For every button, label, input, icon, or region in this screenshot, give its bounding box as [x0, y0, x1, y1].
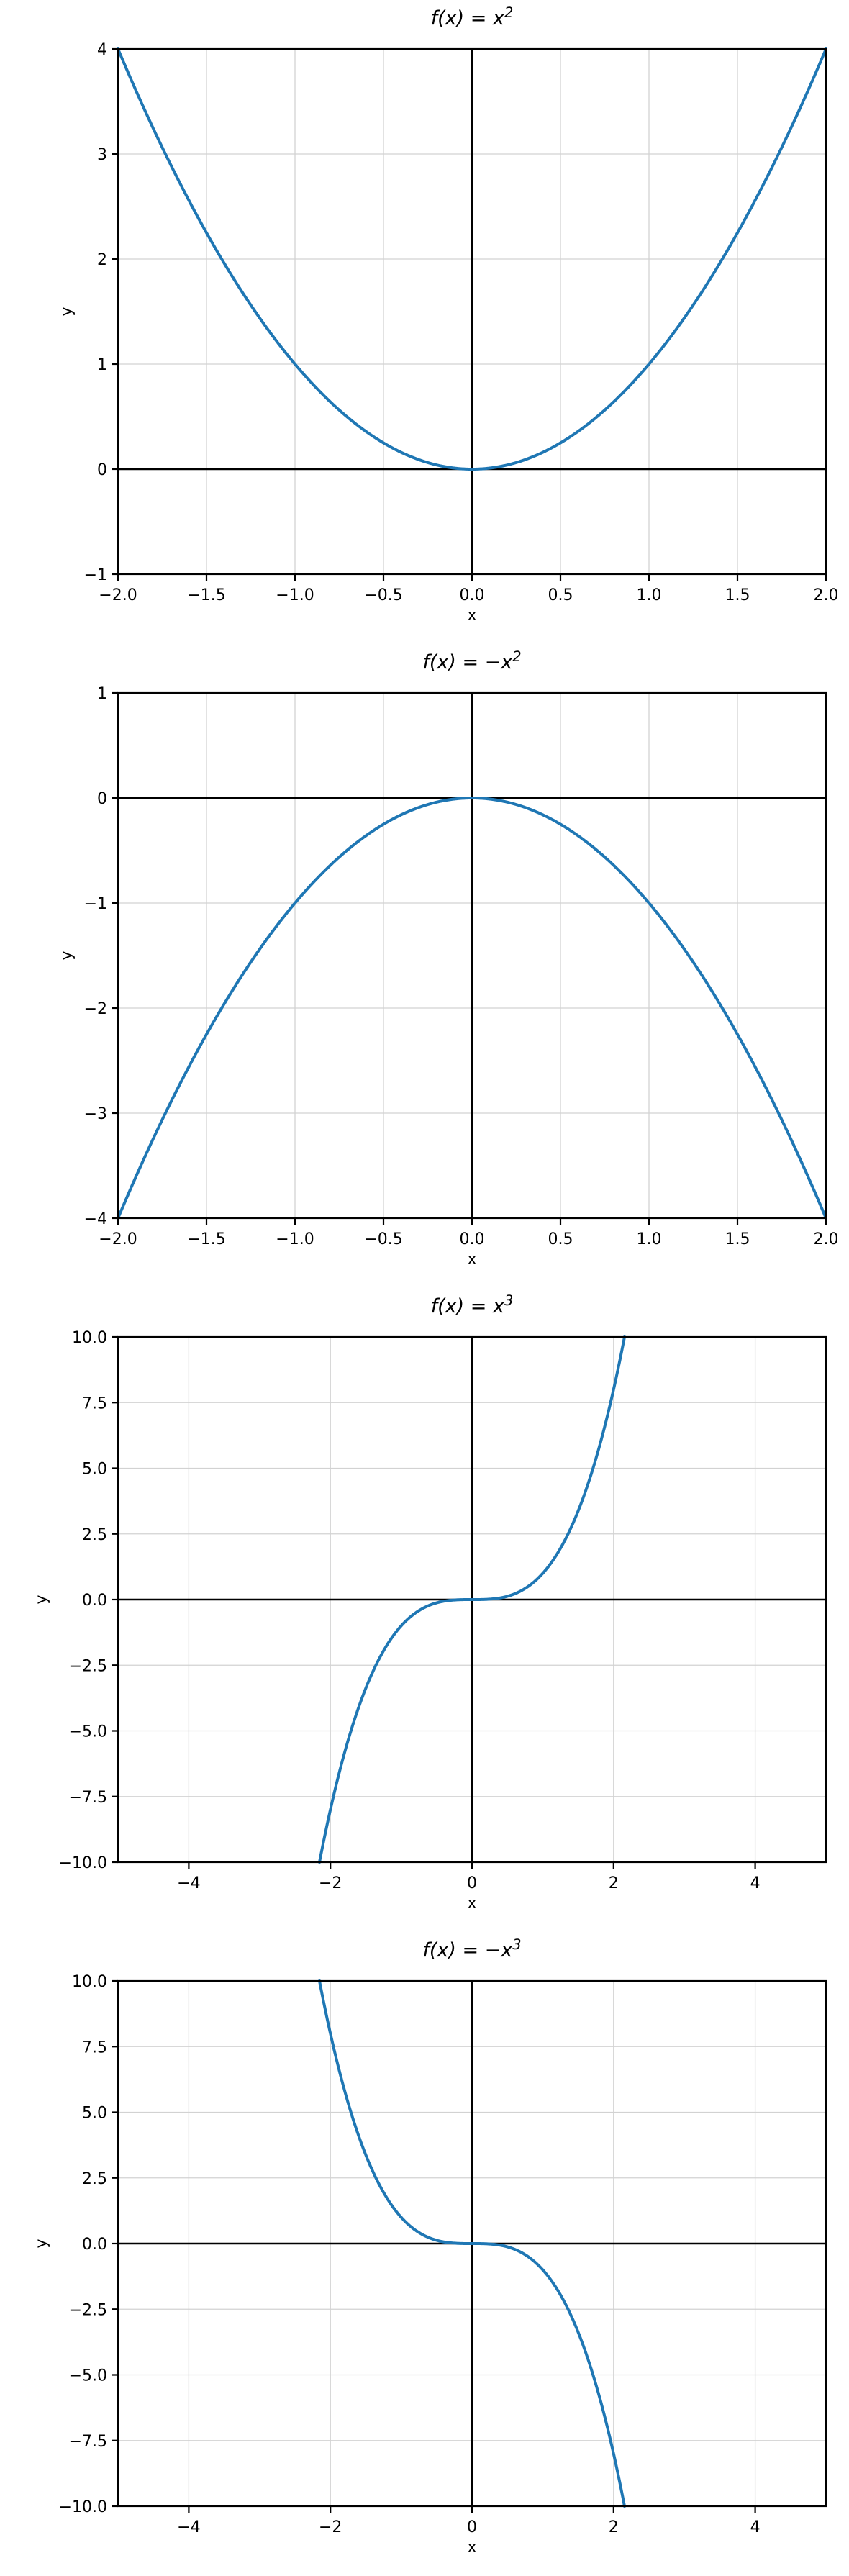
- x-tick-label: −0.5: [364, 1230, 402, 1248]
- x-tick-label: −2: [319, 2518, 342, 2536]
- function-curve: [318, 1335, 626, 1864]
- chart-title-text: f(x) = x: [430, 7, 504, 30]
- y-tick-label: 1: [97, 685, 107, 703]
- x-tick-label: 1.5: [725, 586, 750, 604]
- x-tick-label: 2.0: [814, 1230, 839, 1248]
- y-tick-label: −2.5: [69, 1657, 107, 1675]
- plot-canvas: −4 −2 0 2 4 −10.0 −7.5 −5.0 −2.5 0.0 2.5 5.0 7.5 10.0: [59, 1973, 827, 2536]
- y-tick-label: −5.0: [69, 1723, 107, 1741]
- y-tick-label: −7.5: [69, 1789, 107, 1807]
- y-tick-label: −7.5: [69, 2433, 107, 2451]
- y-tick-label: −10.0: [59, 2498, 107, 2516]
- y-tick-label: 10.0: [72, 1973, 107, 1991]
- x-tick-label: −2: [319, 1874, 342, 1892]
- x-tick-label: −1.5: [187, 586, 225, 604]
- plot-canvas: −4 −2 0 2 4 −10.0 −7.5 −5.0 −2.5 0.0 2.5 5.0 7.5 10.0: [59, 1329, 827, 1892]
- y-tick-label: −2: [84, 1000, 107, 1018]
- y-tick-label: 2: [97, 251, 107, 269]
- y-tick-label: −5.0: [69, 2367, 107, 2385]
- x-tick-label: 4: [750, 1874, 761, 1892]
- x-tick-label: 0.5: [548, 586, 573, 604]
- y-tick-label: 7.5: [82, 2038, 107, 2056]
- x-axis-label: x: [467, 607, 477, 625]
- y-tick-label: 3: [97, 146, 107, 164]
- x-axis-label: x: [467, 2539, 477, 2557]
- y-tick-label: 2.5: [82, 2170, 107, 2188]
- chart-title: f(x) = −x2: [118, 648, 826, 678]
- x-tick-label: 0.0: [460, 586, 485, 604]
- x-tick-label: 1.5: [725, 1230, 750, 1248]
- y-tick-label: −3: [84, 1105, 107, 1123]
- y-tick-label: 1: [97, 356, 107, 374]
- chart-title-exponent: 2: [512, 648, 522, 665]
- x-tick-label: 2: [609, 1874, 619, 1892]
- x-tick-label: −1.5: [187, 1230, 225, 1248]
- x-tick-label: 1.0: [637, 1230, 662, 1248]
- function-curve: [117, 797, 827, 1220]
- y-tick-label: 0.0: [82, 1592, 107, 1610]
- figure-neg-x-squared: f(x) = −x2 y −2.0 −1.5 −1.0 −0.5 0.0 0.5 1.0 1.…: [0, 644, 849, 1288]
- y-tick-label: 7.5: [82, 1394, 107, 1412]
- x-tick-label: −1.0: [276, 1230, 314, 1248]
- chart-title-exponent: 3: [504, 1292, 514, 1309]
- x-tick-label: 1.0: [637, 586, 662, 604]
- y-tick-label: −10.0: [59, 1854, 107, 1872]
- chart-title-exponent: 3: [512, 1936, 522, 1953]
- function-curve: [318, 1979, 626, 2508]
- x-tick-label: −1.0: [276, 586, 314, 604]
- x-tick-label: 4: [750, 2518, 761, 2536]
- plot-canvas: −2.0 −1.5 −1.0 −0.5 0.0 0.5 1.0 1.5 2.0 −1 0 1 2 3 4: [84, 41, 839, 604]
- x-axis-label: x: [467, 1251, 477, 1269]
- x-tick-label: 0.0: [460, 1230, 485, 1248]
- figure-x-squared: f(x) = x2 y −2.0 −1.5 −1.0 −0.5 0.0 0.5 1.0 1.5…: [0, 0, 849, 644]
- y-tick-label: −4: [84, 1210, 107, 1228]
- x-tick-label: −2.0: [99, 1230, 137, 1248]
- y-tick-label: 10.0: [72, 1329, 107, 1347]
- figure-x-cubed: f(x) = x3 y −4 −2 0 2 4 −10.0 −7.5 −5.0 −2.5 0.0 2…: [0, 1288, 849, 1932]
- y-tick-label: 0: [97, 790, 107, 808]
- x-tick-label: −4: [177, 2518, 200, 2536]
- function-curve: [117, 47, 827, 471]
- x-tick-label: 0: [467, 1874, 477, 1892]
- chart-title-text: f(x) = −x: [422, 1939, 513, 1962]
- x-tick-label: −2.0: [99, 586, 137, 604]
- y-tick-label: −1: [84, 566, 107, 584]
- y-tick-label: −1: [84, 895, 107, 913]
- x-tick-label: −4: [177, 1874, 200, 1892]
- chart-title-exponent: 2: [504, 4, 514, 21]
- y-tick-label: 0: [97, 461, 107, 479]
- figure-neg-x-cubed: f(x) = −x3 y −4 −2 0 2 4 −10.0 −7.5 −5.0 −2.5 0.0…: [0, 1932, 849, 2576]
- y-tick-label: 2.5: [82, 1526, 107, 1544]
- x-tick-label: −0.5: [364, 586, 402, 604]
- y-tick-label: −2.5: [69, 2301, 107, 2319]
- x-tick-label: 2.0: [814, 586, 839, 604]
- plot-canvas: −2.0 −1.5 −1.0 −0.5 0.0 0.5 1.0 1.5 2.0 −4 −3 −2 −1 0…: [84, 685, 839, 1248]
- chart-title-text: f(x) = −x: [422, 651, 513, 674]
- chart-title: f(x) = x3: [118, 1292, 826, 1322]
- x-tick-label: 0.5: [548, 1230, 573, 1248]
- y-tick-label: 4: [97, 41, 107, 59]
- y-tick-label: 5.0: [82, 2105, 107, 2123]
- y-tick-label: 0.0: [82, 2236, 107, 2254]
- chart-title: f(x) = x2: [118, 4, 826, 34]
- chart-title-text: f(x) = x: [430, 1295, 504, 1318]
- x-axis-label: x: [467, 1895, 477, 1913]
- chart-title: f(x) = −x3: [118, 1936, 826, 1966]
- y-tick-label: 5.0: [82, 1461, 107, 1479]
- x-tick-label: 2: [609, 2518, 619, 2536]
- x-tick-label: 0: [467, 2518, 477, 2536]
